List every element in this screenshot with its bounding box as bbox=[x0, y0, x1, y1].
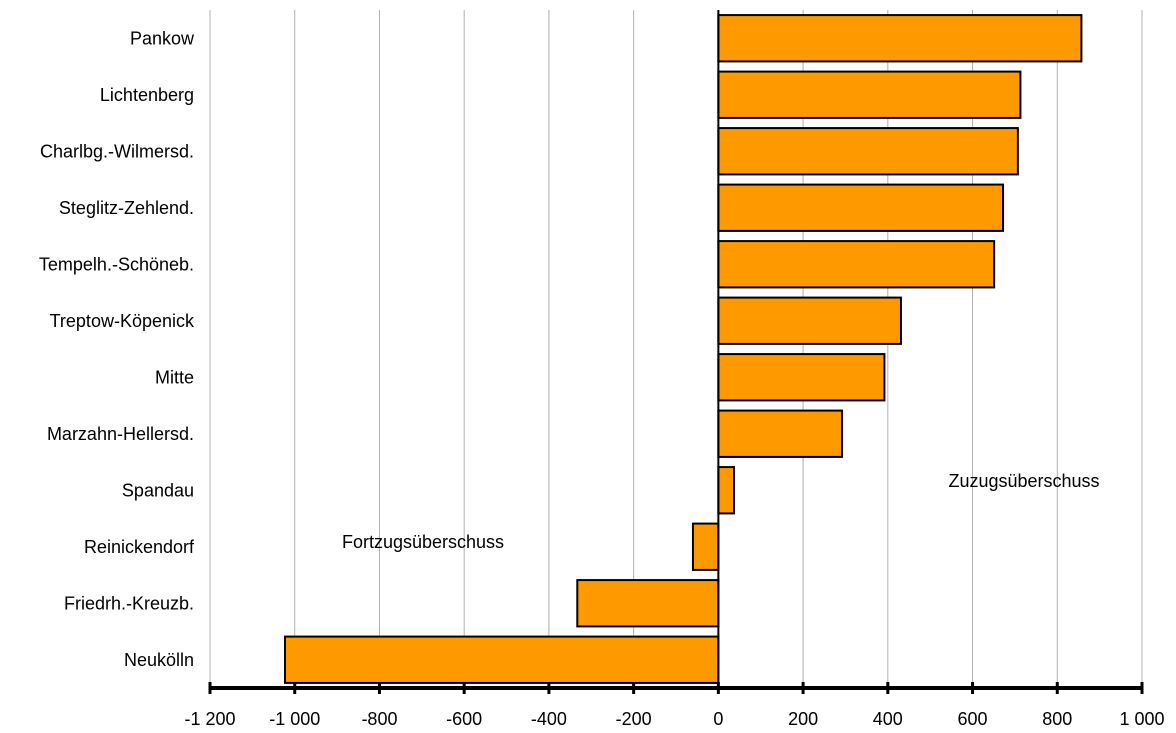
bar bbox=[717, 353, 886, 402]
category-label: Neukölln bbox=[124, 650, 194, 670]
category-label: Friedrh.-Kreuzb. bbox=[64, 593, 194, 613]
category-label: Charlbg.-Wilmersd. bbox=[40, 141, 194, 161]
x-tick-label: 200 bbox=[788, 709, 818, 729]
category-label: Spandau bbox=[122, 480, 194, 500]
x-tick-label: 600 bbox=[958, 709, 988, 729]
bar bbox=[717, 70, 1022, 119]
bar bbox=[576, 579, 720, 628]
bars bbox=[283, 14, 1083, 684]
x-tick-label: -600 bbox=[446, 709, 482, 729]
bar bbox=[691, 522, 720, 571]
annotation-negative: Fortzugsüberschuss bbox=[342, 532, 504, 552]
bar bbox=[717, 14, 1083, 63]
bar bbox=[717, 409, 844, 458]
bar bbox=[717, 466, 736, 515]
x-axis: -1 200 -1 000 -800 -600 -400 -200 0 200 400 600 80… bbox=[184, 682, 1165, 729]
x-tick-label: -800 bbox=[361, 709, 397, 729]
x-tick-label: 1 000 bbox=[1119, 709, 1164, 729]
category-label: Pankow bbox=[130, 28, 195, 48]
bar bbox=[717, 296, 902, 345]
annotation-positive: Zuzugsüberschuss bbox=[948, 471, 1099, 491]
x-tick-label: -200 bbox=[616, 709, 652, 729]
category-labels: Pankow Lichtenberg Charlbg.-Wilmersd. Stegl… bbox=[39, 28, 195, 670]
grid-lines bbox=[209, 10, 1143, 688]
bar bbox=[717, 183, 1005, 232]
bar bbox=[717, 127, 1019, 176]
x-tick-label: -1 200 bbox=[184, 709, 235, 729]
category-label: Marzahn-Hellersd. bbox=[47, 424, 194, 444]
x-tick-label: -1 000 bbox=[269, 709, 320, 729]
category-label: Treptow-Köpenick bbox=[50, 311, 195, 331]
category-label: Mitte bbox=[155, 367, 194, 387]
category-label: Steglitz-Zehlend. bbox=[59, 198, 194, 218]
x-tick-label: 800 bbox=[1042, 709, 1072, 729]
category-label: Lichtenberg bbox=[100, 85, 194, 105]
category-label: Reinickendorf bbox=[84, 537, 195, 557]
category-label: Tempelh.-Schöneb. bbox=[39, 254, 194, 274]
x-tick-label: 0 bbox=[713, 709, 723, 729]
x-tick-label: 400 bbox=[873, 709, 903, 729]
x-tick-label: -400 bbox=[531, 709, 567, 729]
bar bbox=[717, 240, 996, 289]
bar bbox=[283, 635, 720, 684]
